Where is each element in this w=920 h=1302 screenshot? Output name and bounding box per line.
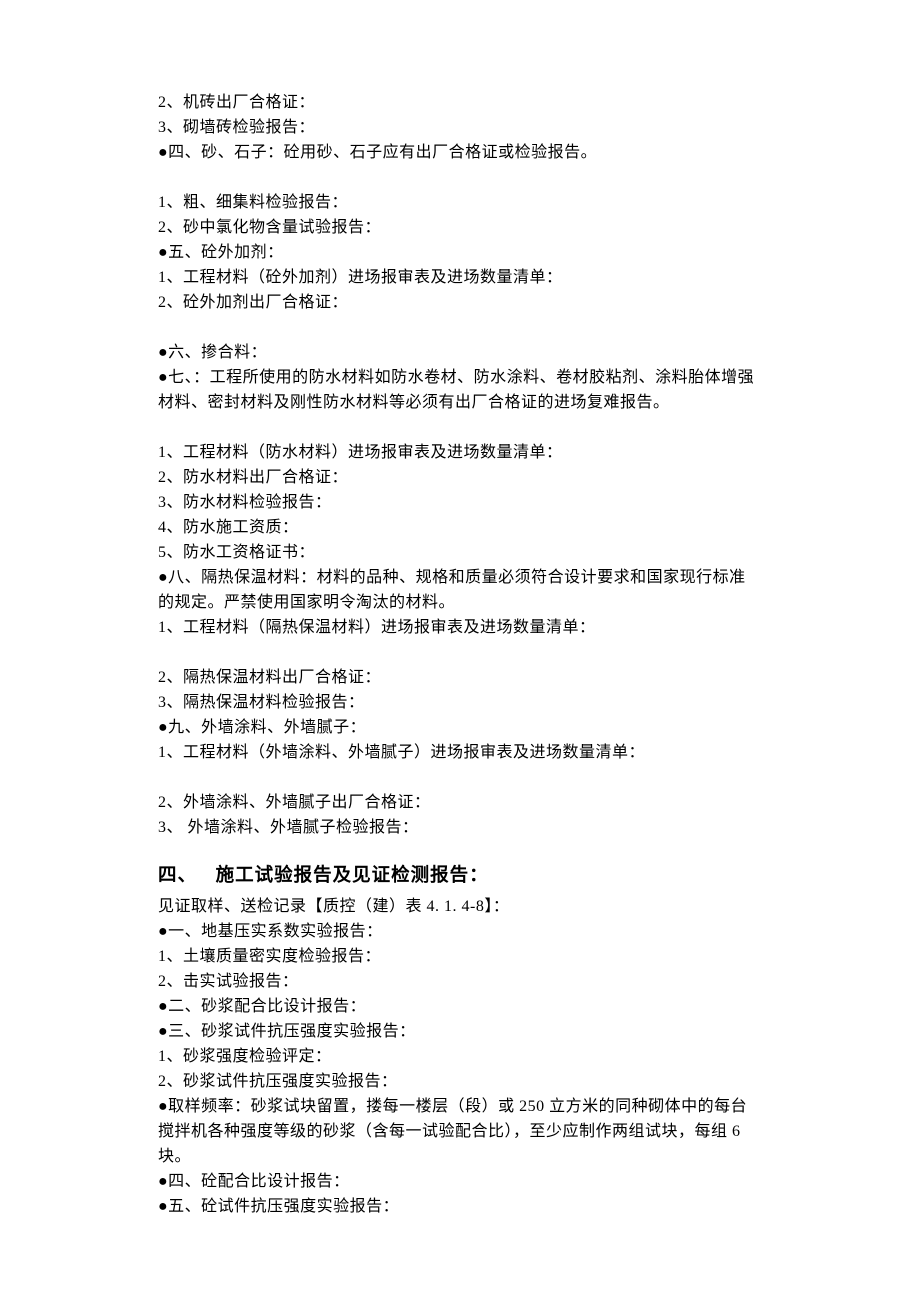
text-line: 2、砂浆试件抗压强度实验报告： bbox=[158, 1069, 762, 1094]
section-number: 四、 bbox=[158, 864, 210, 889]
text-line: 3、防水材料检验报告： bbox=[158, 490, 762, 515]
blank-line bbox=[158, 315, 762, 340]
text-line: 2、砂中氯化物含量试验报告： bbox=[158, 215, 762, 240]
text-line: 2、击实试验报告： bbox=[158, 969, 762, 994]
text-line: ●五、砼外加剂： bbox=[158, 240, 762, 265]
text-line: ●九、外墙涂料、外墙腻子： bbox=[158, 715, 762, 740]
text-line: 1、砂浆强度检验评定： bbox=[158, 1044, 762, 1069]
text-line: 1、工程材料（防水材料）进场报审表及进场数量清单： bbox=[158, 440, 762, 465]
text-line: 2、防水材料出厂合格证： bbox=[158, 465, 762, 490]
text-line: ●七、：工程所使用的防水材料如防水卷材、防水涂料、卷材胶粘剂、涂料胎体增强材料、… bbox=[158, 365, 762, 415]
text-line: 5、防水工资格证书： bbox=[158, 540, 762, 565]
blank-line bbox=[158, 165, 762, 190]
text-line: 见证取样、送检记录【质控（建）表 4. 1. 4-8】： bbox=[158, 894, 762, 919]
blank-line bbox=[158, 640, 762, 665]
text-line: 1、工程材料（隔热保温材料）进场报审表及进场数量清单： bbox=[158, 615, 762, 640]
section-heading-4: 四、 施工试验报告及见证检测报告： bbox=[158, 864, 762, 889]
text-line: 2、砼外加剂出厂合格证： bbox=[158, 290, 762, 315]
text-line: ●八、隔热保温材料：材料的品种、规格和质量必须符合设计要求和国家现行标准的规定。… bbox=[158, 565, 762, 615]
text-line: 1、工程材料（砼外加剂）进场报审表及进场数量清单： bbox=[158, 265, 762, 290]
text-line: 4、防水施工资质： bbox=[158, 515, 762, 540]
text-line: ●一、地基压实系数实验报告： bbox=[158, 919, 762, 944]
text-line: 1、土壤质量密实度检验报告： bbox=[158, 944, 762, 969]
text-line: 2、隔热保温材料出厂合格证： bbox=[158, 665, 762, 690]
text-line: 1、粗、细集料检验报告： bbox=[158, 190, 762, 215]
blank-line bbox=[158, 415, 762, 440]
text-line: ●四、砂、石子：砼用砂、石子应有出厂合格证或检验报告。 bbox=[158, 140, 762, 165]
document-section-upper: 2、机砖出厂合格证：3、砌墙砖检验报告：●四、砂、石子：砼用砂、石子应有出厂合格… bbox=[158, 90, 762, 840]
text-line: ●四、砼配合比设计报告： bbox=[158, 1169, 762, 1194]
text-line: ●五、砼试件抗压强度实验报告： bbox=[158, 1194, 762, 1219]
text-line: 3、 外墙涂料、外墙腻子检验报告： bbox=[158, 815, 762, 840]
text-line: 2、外墙涂料、外墙腻子出厂合格证： bbox=[158, 790, 762, 815]
text-line: ●六、掺合料： bbox=[158, 340, 762, 365]
text-line: ●二、砂浆配合比设计报告： bbox=[158, 994, 762, 1019]
text-line: 2、机砖出厂合格证： bbox=[158, 90, 762, 115]
blank-line bbox=[158, 765, 762, 790]
text-line: 3、砌墙砖检验报告： bbox=[158, 115, 762, 140]
text-line: 1、工程材料（外墙涂料、外墙腻子）进场报审表及进场数量清单： bbox=[158, 740, 762, 765]
section-title: 施工试验报告及见证检测报告： bbox=[216, 866, 489, 886]
text-line: ●三、砂浆试件抗压强度实验报告： bbox=[158, 1019, 762, 1044]
text-line: ●取样频率：砂浆试块留置，搂每一楼层（段）或 250 立方米的同种砌体中的每台搅… bbox=[158, 1094, 762, 1169]
text-line: 3、隔热保温材料检验报告： bbox=[158, 690, 762, 715]
document-section-lower: 见证取样、送检记录【质控（建）表 4. 1. 4-8】：●一、地基压实系数实验报… bbox=[158, 894, 762, 1219]
